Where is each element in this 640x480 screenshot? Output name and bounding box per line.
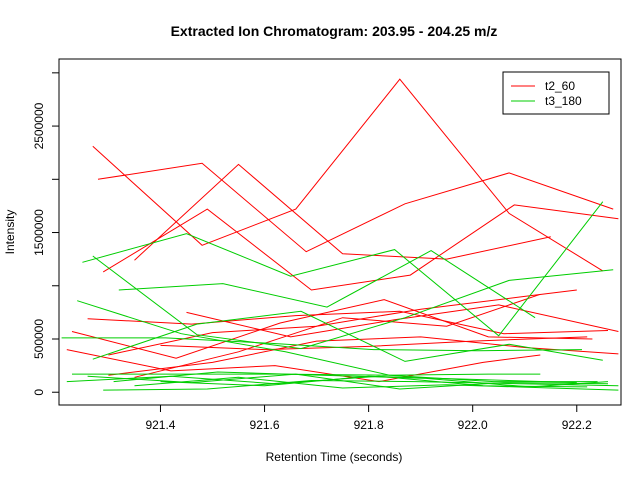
legend-label-t2-60: t2_60 <box>545 79 575 93</box>
trace-t2-60-3 <box>102 204 619 291</box>
trace-t3-180-6 <box>92 310 603 362</box>
plot-area <box>61 78 619 391</box>
legend: t2_60 t3_180 <box>502 71 610 115</box>
y-tick-label: 1500000 <box>32 209 46 256</box>
legend-box <box>502 71 610 115</box>
trace-t2-60-10 <box>108 336 619 376</box>
y-tick-label: 0 <box>32 389 46 396</box>
trace-t3-180-1 <box>82 201 604 337</box>
trace-t2-60-8 <box>134 293 541 378</box>
chart-title: Extracted Ion Chromatogram: 203.95 - 204… <box>171 23 498 39</box>
legend-label-t3-180: t3_180 <box>545 94 582 108</box>
trace-t2-60-5 <box>71 299 593 359</box>
trace-t2-60-1 <box>92 78 604 272</box>
trace-t3-180-13 <box>160 375 577 387</box>
trace-t3-180-8 <box>87 373 609 390</box>
x-tick-label: 921.8 <box>354 418 384 432</box>
x-tick-label: 922.2 <box>562 418 592 432</box>
trace-t3-180-11 <box>134 376 619 391</box>
trace-t3-180-9 <box>103 379 619 391</box>
y-axis-label: Intensity <box>3 210 17 255</box>
y-axis: 0 500000 1500000 2500000 <box>32 72 60 396</box>
trace-t3-180-12 <box>72 373 541 376</box>
trace-t2-60-9 <box>186 304 619 338</box>
x-tick-label: 921.4 <box>145 418 175 432</box>
trace-t3-180-2 <box>92 255 614 350</box>
x-axis: 921.4 921.6 921.8 922.0 922.2 <box>145 404 592 432</box>
x-axis-label: Retention Time (seconds) <box>266 450 403 464</box>
trace-t2-60-4 <box>134 163 551 261</box>
trace-t3-180-4 <box>77 300 598 383</box>
trace-t2-60-2 <box>97 162 614 253</box>
x-tick-label: 922.0 <box>458 418 488 432</box>
trace-t2-60-6 <box>87 310 609 335</box>
y-tick-label: 500000 <box>32 319 46 359</box>
trace-t3-180-3 <box>118 250 536 319</box>
trace-t3-180-5 <box>61 337 583 352</box>
trace-t2-60-11 <box>66 349 541 383</box>
trace-t2-60-12 <box>160 336 588 351</box>
x-tick-label: 921.6 <box>250 418 280 432</box>
y-tick-label: 2500000 <box>32 102 46 149</box>
